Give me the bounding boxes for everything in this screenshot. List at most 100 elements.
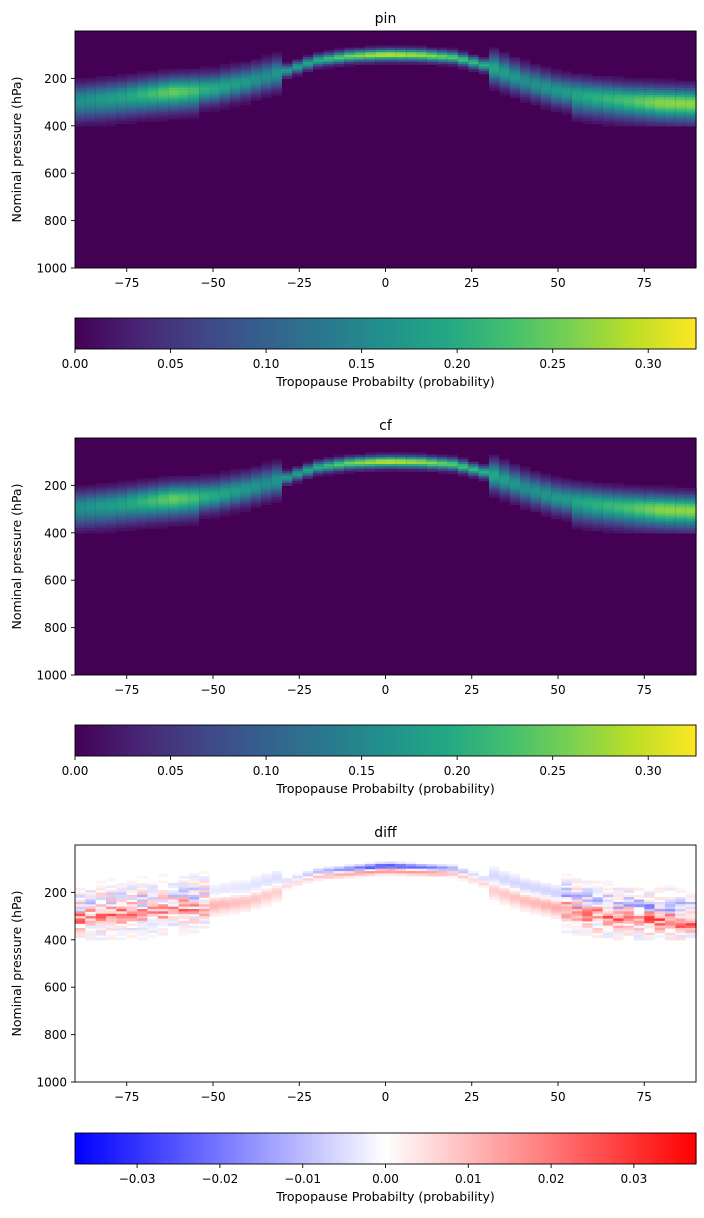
- colorbar-segment: [676, 725, 682, 756]
- colorbar-segment: [358, 318, 363, 349]
- y-tick-label: 200: [44, 479, 67, 493]
- heatmap-cell: [654, 490, 666, 494]
- heatmap-cell: [364, 866, 376, 870]
- heatmap-cell: [219, 501, 231, 505]
- heatmap-cell: [623, 513, 635, 517]
- colorbar-segment: [183, 318, 189, 349]
- heatmap-cell: [509, 83, 521, 87]
- heatmap-cell: [540, 490, 552, 494]
- heatmap-cell: [426, 871, 438, 875]
- heatmap-cell: [75, 932, 86, 936]
- heatmap-cell: [582, 518, 594, 522]
- heatmap-cell: [333, 471, 345, 475]
- colorbar-segment: [90, 725, 96, 756]
- heatmap-cell: [209, 66, 221, 70]
- colorbar-segment: [315, 318, 321, 349]
- heatmap-cell: [582, 80, 594, 84]
- heatmap-cell: [219, 885, 231, 889]
- heatmap-background-column: [468, 845, 480, 1082]
- heatmap-cell: [137, 480, 149, 484]
- heatmap-cell: [354, 466, 366, 470]
- heatmap-cell: [178, 113, 190, 117]
- heatmap-cell: [551, 80, 563, 84]
- heatmap-cell: [85, 485, 97, 489]
- heatmap-cell: [157, 90, 169, 94]
- heatmap-cell: [509, 487, 521, 491]
- heatmap-cell: [250, 885, 262, 889]
- heatmap-cell: [654, 904, 666, 908]
- heatmap-cell: [582, 887, 594, 891]
- heatmap-cell: [85, 904, 97, 908]
- heatmap-cell: [178, 509, 190, 513]
- heatmap-cell: [602, 932, 614, 936]
- heatmap-cell: [664, 104, 676, 108]
- heatmap-cell: [199, 887, 211, 891]
- heatmap-cell: [364, 861, 376, 865]
- heatmap-cell: [168, 116, 180, 120]
- heatmap-cell: [230, 83, 242, 87]
- heatmap-cell: [664, 530, 676, 534]
- heatmap-cell: [199, 913, 211, 917]
- heatmap-cell: [582, 520, 594, 524]
- heatmap-cell: [137, 513, 149, 517]
- heatmap-cell: [188, 94, 200, 98]
- heatmap-cell: [685, 97, 697, 101]
- colorbar-segment: [602, 1133, 608, 1164]
- heatmap-background-column: [313, 31, 324, 268]
- heatmap-cell: [520, 894, 531, 898]
- heatmap-cell: [654, 501, 666, 505]
- heatmap-cell: [147, 509, 159, 513]
- heatmap-cell: [395, 459, 407, 463]
- heatmap-cell: [271, 499, 283, 503]
- heatmap-cell: [437, 866, 449, 870]
- colorbar-segment: [369, 725, 375, 756]
- heatmap-cell: [437, 868, 449, 872]
- heatmap-cell: [644, 525, 656, 529]
- heatmap-cell: [385, 54, 397, 58]
- heatmap-cell: [509, 882, 521, 886]
- heatmap-cell: [489, 71, 500, 75]
- heatmap-cell: [654, 83, 666, 87]
- heatmap-cell: [571, 892, 583, 896]
- colorbar-label: Tropopause Probabilty (probability): [275, 1189, 495, 1204]
- heatmap-cell: [106, 85, 117, 89]
- heatmap-cell: [168, 504, 180, 508]
- colorbar-segment: [626, 1133, 631, 1164]
- heatmap-cell: [178, 925, 190, 929]
- heatmap-cell: [95, 102, 107, 106]
- colorbar-segment: [420, 1133, 425, 1164]
- colorbar-segment: [536, 725, 542, 756]
- heatmap-cell: [178, 927, 190, 931]
- heatmap-cell: [178, 478, 190, 482]
- heatmap-cell: [323, 66, 335, 70]
- heatmap-cell: [644, 932, 656, 936]
- heatmap-cell: [302, 466, 314, 470]
- heatmap-cell: [240, 85, 252, 89]
- heatmap-cell: [509, 61, 521, 65]
- heatmap-cell: [95, 483, 107, 486]
- heatmap-cell: [685, 80, 697, 84]
- heatmap-cell: [126, 918, 138, 922]
- heatmap-cell: [437, 456, 449, 460]
- heatmap-cell: [675, 501, 687, 505]
- heatmap-cell: [188, 111, 200, 115]
- heatmap-cell: [199, 485, 211, 489]
- heatmap-cell: [157, 525, 169, 529]
- heatmap-cell: [375, 866, 387, 870]
- heatmap-cell: [157, 923, 169, 927]
- heatmap-cell: [551, 904, 563, 908]
- heatmap-cell: [571, 92, 583, 96]
- heatmap-cell: [106, 878, 117, 882]
- heatmap-cell: [199, 890, 211, 893]
- heatmap-cell: [230, 80, 242, 84]
- heatmap-background-column: [313, 438, 324, 675]
- heatmap-background-column: [592, 845, 604, 1082]
- heatmap-cell: [106, 92, 117, 96]
- heatmap-cell: [95, 911, 107, 915]
- heatmap-cell: [323, 464, 335, 468]
- heatmap-cell: [209, 478, 221, 482]
- heatmap-cell: [178, 490, 190, 494]
- y-tick-label: 800: [44, 214, 67, 228]
- heatmap-cell: [240, 92, 252, 96]
- heatmap-cell: [582, 111, 594, 115]
